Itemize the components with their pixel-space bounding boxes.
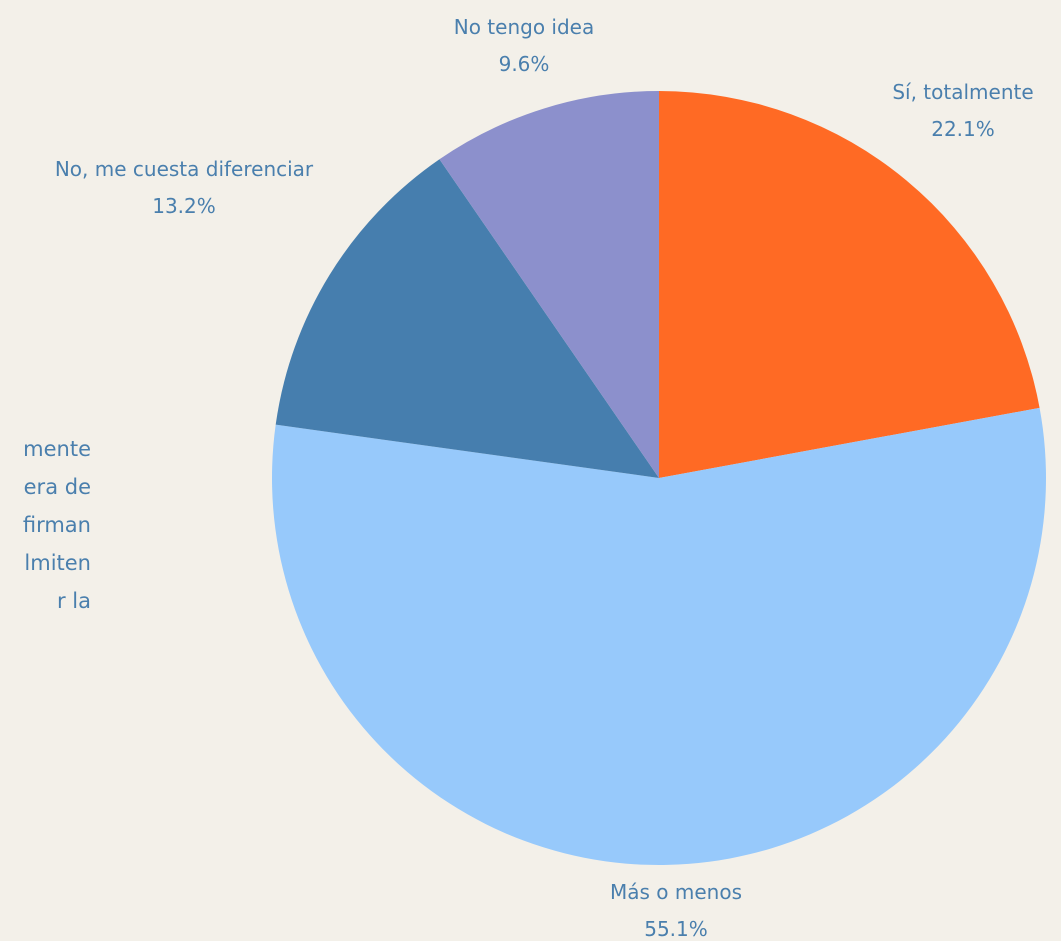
side-text-line: mente — [23, 437, 91, 461]
pie-slice — [659, 91, 1040, 478]
pie-slice — [275, 159, 659, 479]
slice-value-label: 22.1% — [931, 117, 995, 141]
side-text-line: r la — [56, 589, 91, 613]
side-paragraph-fragment: mente era de firman lmiten r la — [23, 430, 91, 620]
slice-label: No tengo idea — [454, 15, 594, 39]
pie-slice — [271, 407, 1046, 866]
slice-value-label: 9.6% — [499, 52, 550, 76]
slice-value-label: 55.1% — [644, 917, 708, 941]
pie-slice — [439, 91, 659, 478]
side-text-line: firman — [22, 513, 91, 537]
slice-label: Más o menos — [610, 880, 742, 904]
side-text-line: era de — [23, 475, 91, 499]
slice-label: No, me cuesta diferenciar — [55, 157, 314, 181]
side-text-line: lmiten — [24, 551, 91, 575]
slice-label: Sí, totalmente — [892, 80, 1033, 104]
slice-value-label: 13.2% — [152, 194, 216, 218]
